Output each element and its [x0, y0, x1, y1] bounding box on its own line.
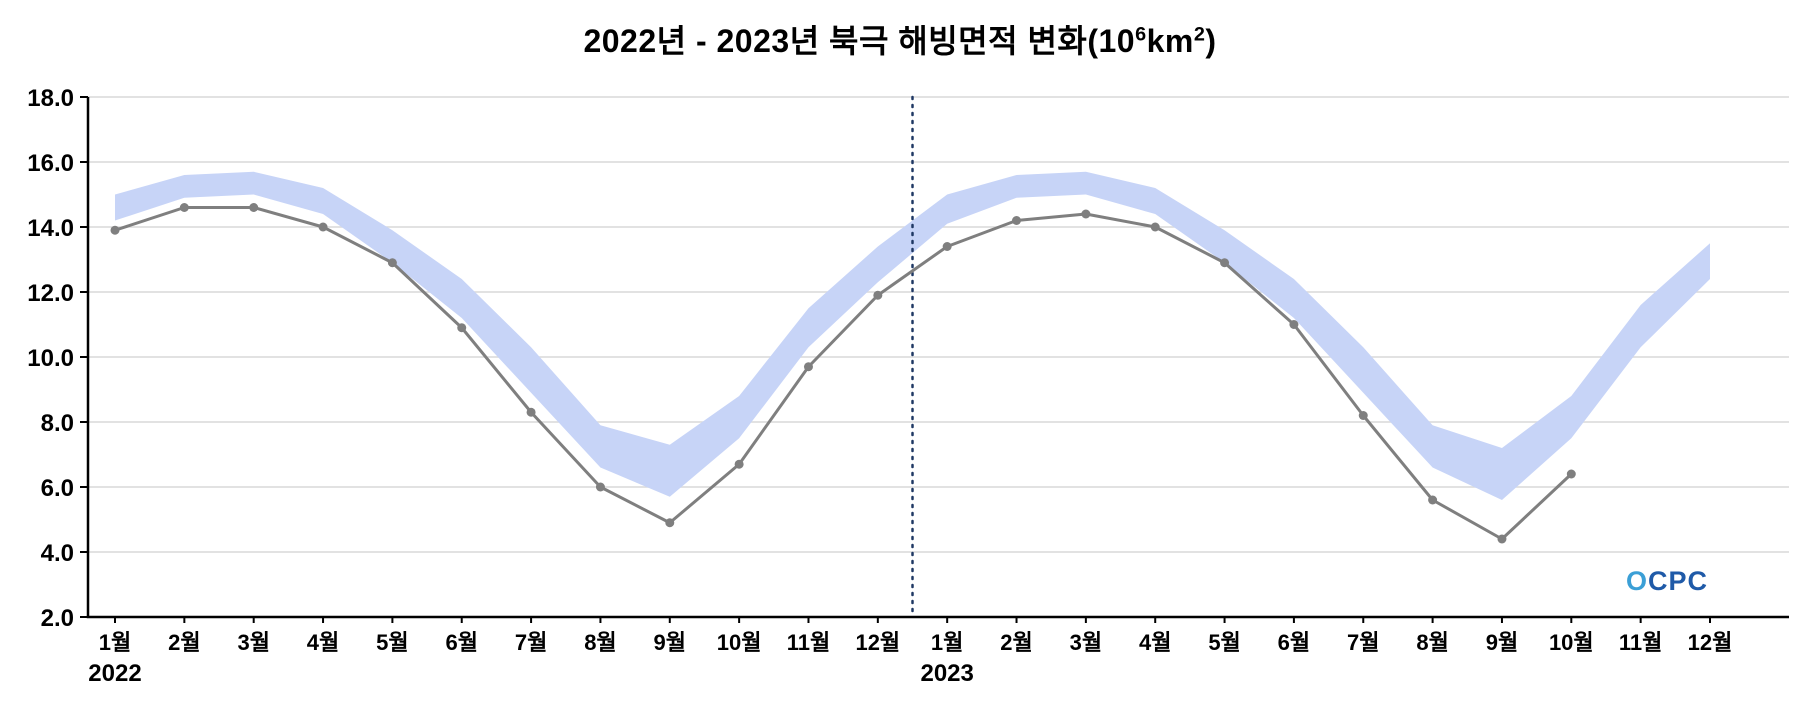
chart-title-sup-exponent: 6 [1135, 23, 1147, 46]
ocpc-logo-text: CPC [1647, 566, 1708, 596]
svg-text:4월: 4월 [1139, 630, 1171, 655]
ocpc-logo: OCPC [1626, 566, 1708, 597]
chart-title-text: 2022년 - 2023년 북극 해빙면적 변화(10 [583, 23, 1136, 59]
svg-text:10월: 10월 [717, 630, 762, 655]
svg-text:6.0: 6.0 [41, 475, 74, 502]
svg-text:4월: 4월 [307, 630, 339, 655]
svg-text:14.0: 14.0 [27, 215, 74, 242]
svg-text:9월: 9월 [1486, 630, 1518, 655]
svg-text:6월: 6월 [1278, 630, 1310, 655]
svg-text:2.0: 2.0 [41, 605, 74, 632]
svg-text:2023: 2023 [920, 660, 973, 687]
svg-text:1월: 1월 [99, 630, 131, 655]
svg-text:1월: 1월 [931, 630, 963, 655]
svg-text:11월: 11월 [1619, 630, 1663, 655]
chart-title: 2022년 - 2023년 북극 해빙면적 변화(106km2) [0, 16, 1800, 62]
svg-text:7월: 7월 [515, 630, 547, 655]
svg-text:12월: 12월 [1688, 630, 1733, 655]
svg-text:10월: 10월 [1549, 630, 1594, 655]
svg-text:4.0: 4.0 [41, 540, 74, 567]
svg-text:6월: 6월 [445, 630, 477, 655]
gridlines [88, 96, 1789, 553]
svg-text:12월: 12월 [855, 630, 900, 655]
svg-text:12.0: 12.0 [27, 280, 74, 307]
series-observed-sea-ice-extent [110, 203, 1576, 544]
svg-text:2022: 2022 [88, 660, 141, 687]
svg-text:8월: 8월 [584, 630, 616, 655]
svg-text:3월: 3월 [1070, 630, 1102, 655]
svg-text:8월: 8월 [1416, 630, 1448, 655]
svg-text:9월: 9월 [654, 630, 686, 655]
svg-text:11월: 11월 [787, 630, 831, 655]
svg-text:10.0: 10.0 [27, 345, 74, 372]
svg-text:16.0: 16.0 [27, 150, 74, 177]
axis-labels: 2.0 4.0 6.0 8.0 10.0 12.0 14.0 16.0 18.0 1월 2월 3월 4월… [27, 85, 1732, 687]
climatology-band [115, 171, 1710, 500]
svg-text:2월: 2월 [168, 630, 200, 655]
chart-title-unit: km [1146, 23, 1194, 59]
svg-text:7월: 7월 [1347, 630, 1379, 655]
svg-text:3월: 3월 [237, 630, 269, 655]
ocpc-logo-globe: O [1625, 566, 1648, 596]
svg-text:5월: 5월 [1208, 630, 1240, 655]
chart-title-close-paren: ) [1205, 23, 1217, 59]
chart-title-sup-squared: 2 [1193, 23, 1206, 46]
svg-text:2월: 2월 [1000, 630, 1032, 655]
svg-text:18.0: 18.0 [27, 85, 74, 112]
svg-text:5월: 5월 [376, 630, 408, 655]
svg-text:8.0: 8.0 [41, 410, 74, 437]
